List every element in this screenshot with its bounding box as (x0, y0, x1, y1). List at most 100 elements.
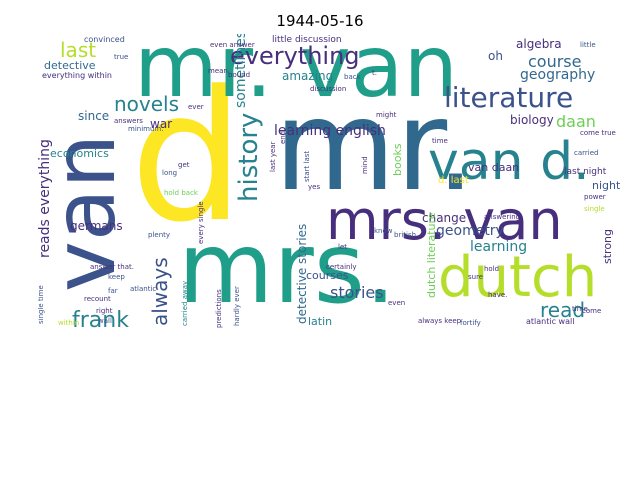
word-predictions: predictions (215, 289, 223, 328)
word-mrs-van: mrs. van (326, 189, 563, 252)
word-answers: answers (114, 117, 143, 125)
word-long: long (162, 169, 178, 177)
word-hold: hold (484, 265, 500, 273)
word-last-night: last night (564, 167, 607, 177)
word-single-time: single time (38, 285, 45, 324)
chart-title: 1944-05-16 (276, 12, 364, 30)
word-economics: economics (50, 147, 109, 160)
word-answer-that: answer that. (90, 263, 134, 271)
word-change: change (422, 211, 467, 225)
word-biology: biology (510, 113, 554, 127)
word-strong: strong (601, 228, 614, 264)
word-always-keep: always keep (418, 317, 462, 325)
word-books: books (391, 143, 404, 176)
word-every-single: every single (197, 201, 205, 244)
word-last: last (60, 38, 97, 62)
word-yes: yes (308, 183, 321, 191)
word-answering: answering (484, 213, 521, 221)
word-little-discussion: little discussion (272, 35, 342, 45)
word-hold-back: hold back (164, 189, 198, 197)
word-british: british (394, 231, 417, 239)
word-everything-within: everything within (42, 71, 112, 80)
word-literature: literature (444, 81, 574, 114)
word-end: end (279, 130, 287, 144)
word-geography: geography (520, 67, 596, 83)
word-keep: keep (108, 273, 125, 281)
word-convinced: convinced (84, 35, 125, 44)
word-certainly: certainly (326, 263, 357, 271)
word-plenty: plenty (148, 231, 171, 239)
word-mrs-large: mrs. (178, 212, 396, 326)
word-even-answer: even answer (210, 41, 255, 49)
word-let: let (338, 243, 347, 251)
word-true: true (114, 53, 129, 61)
word-within: within (58, 319, 80, 327)
word-algebra: algebra (516, 37, 562, 51)
word-cloud: van d mr. mrs. mr. van dutch mrs. van va… (38, 34, 622, 332)
word-novels: novels (114, 92, 180, 116)
word-fortify: fortify (460, 319, 481, 327)
word-dutch-literature: dutch literature (425, 212, 438, 298)
word-come: come (582, 307, 602, 315)
word-might: might (376, 111, 397, 119)
word-war: war (150, 117, 173, 131)
word-power: power (584, 193, 606, 201)
word-atlantic: atlantic (130, 285, 157, 293)
word-mean: mean (208, 67, 228, 75)
word-detective: detective (44, 59, 96, 72)
word-van-d: van d. (428, 132, 590, 192)
word-minimum: minimum. (128, 125, 164, 133)
word-recount: recount (84, 295, 111, 303)
word-start-last: start last (303, 150, 311, 182)
word-everything: everything (230, 42, 360, 70)
word-mind: mind (361, 156, 369, 174)
word-little: little (580, 41, 596, 49)
word-carried: carried (574, 149, 599, 157)
word-stories: stories (330, 283, 384, 302)
word-germans: germans (70, 219, 123, 233)
word-t: t. (372, 69, 377, 77)
word-d: d (130, 53, 245, 262)
word-know: know (374, 227, 393, 235)
word-d-last: d. last (438, 175, 469, 186)
word-time-dot: time. (572, 305, 591, 313)
word-right: right (96, 307, 113, 315)
word-bound: bound (228, 71, 251, 79)
word-have: have. (488, 291, 508, 299)
word-daan: daan (556, 112, 596, 131)
word-atlantic-wall: atlantic wall (526, 317, 575, 326)
word-even: even (388, 299, 406, 307)
word-latin: latin (308, 315, 333, 328)
word-oh: oh (488, 49, 503, 63)
word-last-year: last year (269, 141, 277, 172)
word-course: course (528, 52, 582, 71)
word-van-daan: van daan (468, 161, 520, 174)
word-sure: sure (468, 273, 484, 281)
word-read: read (540, 298, 586, 322)
word-back: back (344, 73, 361, 81)
word-history: history (234, 112, 264, 202)
word-learning-english: learning english (274, 123, 386, 139)
word-night: night (592, 179, 621, 192)
word-get: get (178, 161, 190, 169)
word-geometry: geometry (436, 223, 504, 239)
word-dutch: dutch (438, 245, 598, 310)
word-since: since (78, 109, 110, 123)
word-learning: learning (470, 239, 528, 255)
word-every: every (166, 207, 186, 215)
word-discussion: discussion (310, 85, 347, 93)
word-hardly-ever: hardly ever (233, 286, 241, 326)
word-carried-away: carried away (181, 280, 189, 326)
word-frank: frank (72, 308, 129, 332)
word-mr-van: mr. van (134, 34, 459, 117)
word-ever: ever (188, 103, 204, 111)
word-far: far (108, 287, 118, 295)
word-come-true: come true (580, 129, 616, 137)
word-wall: wall (98, 317, 112, 325)
word-single: single (584, 205, 605, 213)
word-time: time (432, 137, 448, 145)
word-mr-large: mr. (274, 74, 476, 219)
word-courses: courses (306, 269, 349, 282)
word-amazing: amazing (282, 69, 334, 83)
